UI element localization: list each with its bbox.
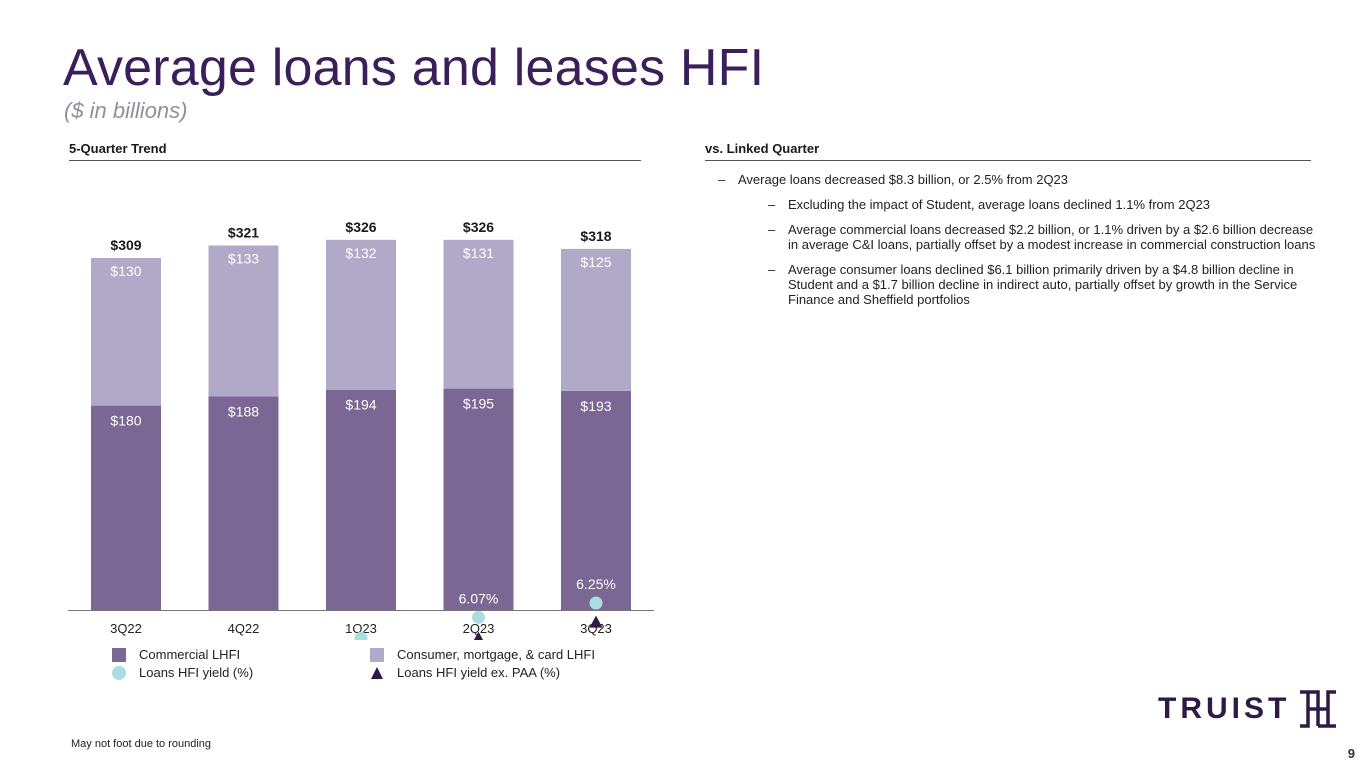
bar-commercial-4Q22 (208, 396, 279, 610)
data-label-commercial: $195 (463, 396, 494, 412)
data-label-yield: 6.25% (576, 576, 616, 592)
bullet-text: Excluding the impact of Student, average… (788, 197, 1211, 212)
bar-commercial-3Q22 (91, 405, 161, 610)
logo-text: TRUIST (1158, 692, 1291, 725)
legend-label: Loans HFI yield ex. PAA (%) (397, 665, 561, 680)
x-tick-label: 2Q23 (463, 621, 495, 636)
data-label-total: $321 (228, 225, 259, 241)
bar-commercial-1Q23 (326, 389, 396, 610)
bar-commercial-2Q23 (443, 388, 514, 610)
x-tick-label: 1Q23 (345, 621, 377, 636)
page-number: 9 (1347, 746, 1355, 761)
x-tick-label: 3Q22 (110, 621, 142, 636)
page-title: Average loans and leases HFI (63, 39, 765, 97)
bar-consumer-4Q22 (208, 245, 279, 397)
legend-swatch-square (112, 647, 126, 662)
bar-consumer-3Q22 (91, 257, 161, 406)
bullet-text: Average consumer loans declined $6.1 bil… (788, 262, 1298, 307)
data-label-total: $326 (463, 219, 494, 235)
yield-ex-paa-marker-triangle (589, 615, 603, 628)
x-tick-label: 4Q22 (228, 621, 260, 636)
data-label-yield: 5.81% (341, 611, 381, 627)
bullet-text: Average commercial loans decreased $2.2 … (788, 222, 1316, 252)
legend-yield: Loans HFI yield (%) (112, 665, 253, 680)
yield-ex-paa-marker-triangle (473, 631, 484, 640)
legend-label: Loans HFI yield (%) (139, 665, 254, 680)
data-label-consumer: $130 (110, 263, 141, 279)
linked-quarter-heading: vs. Linked Quarter (705, 141, 1311, 161)
legend-triangle-icon (371, 666, 383, 679)
data-label-yield: 6.07% (459, 590, 499, 606)
yield-marker-circle (472, 610, 485, 624)
bar-commercial-3Q23 (561, 390, 631, 610)
data-label-total: $326 (345, 219, 376, 235)
bullet-dash: – (768, 262, 776, 277)
data-label-consumer: $125 (580, 254, 611, 270)
truist-logo: TRUIST (1158, 690, 1338, 728)
bar-consumer-3Q23 (561, 248, 631, 391)
bullet-text: Average loans decreased $8.3 billion, or… (738, 172, 1069, 187)
data-label-commercial: $188 (228, 404, 259, 420)
bullet-dash: – (718, 172, 726, 187)
x-tick-label: 3Q23 (580, 621, 612, 636)
data-label-consumer: $133 (228, 251, 259, 267)
legend-label: Commercial LHFI (139, 647, 241, 662)
trend-section-heading: 5-Quarter Trend (69, 141, 641, 161)
truist-mark-icon (1300, 690, 1337, 728)
bar-consumer-1Q23 (326, 239, 396, 390)
data-label-total: $309 (110, 237, 141, 253)
bullet-dash: – (768, 222, 776, 237)
bar-consumer-2Q23 (443, 239, 514, 389)
bullet-item: – Excluding the impact of Student, avera… (768, 197, 1318, 212)
bullet-dash: – (768, 197, 776, 212)
bullet-item: – Average loans decreased $8.3 billion, … (718, 172, 1318, 187)
legend-swatch-square (370, 647, 384, 662)
data-label-commercial: $194 (345, 397, 376, 413)
data-label-consumer: $132 (345, 245, 376, 261)
bullet-item: – Average consumer loans declined $6.1 b… (768, 262, 1318, 307)
legend-circle-icon (112, 665, 126, 680)
data-label-yield-ex-paa: 6.18% (576, 634, 616, 640)
legend-consumer: Consumer, mortgage, & card LHFI (370, 647, 595, 662)
data-label-total: $318 (580, 228, 611, 244)
legend-commercial: Commercial LHFI (112, 647, 240, 662)
legend-label: Consumer, mortgage, & card LHFI (397, 647, 595, 662)
linked-quarter-bullets: – Average loans decreased $8.3 billion, … (718, 172, 1318, 317)
legend-yield-ex-paa: Loans HFI yield ex. PAA (%) (370, 665, 560, 680)
data-label-consumer: $131 (463, 245, 494, 261)
yield-marker-circle (589, 596, 603, 610)
data-label-commercial: $193 (580, 398, 611, 414)
bullet-item: – Average commercial loans decreased $2.… (768, 222, 1318, 252)
data-label-commercial: $180 (110, 413, 141, 429)
page-subtitle: ($ in billions) (64, 98, 188, 123)
yield-marker-circle (354, 631, 368, 640)
footnote: May not foot due to rounding (71, 738, 212, 750)
loans-stacked-bar-chart: $130$180$3093Q224.49%4.36%$133$188$3214Q… (68, 219, 654, 640)
